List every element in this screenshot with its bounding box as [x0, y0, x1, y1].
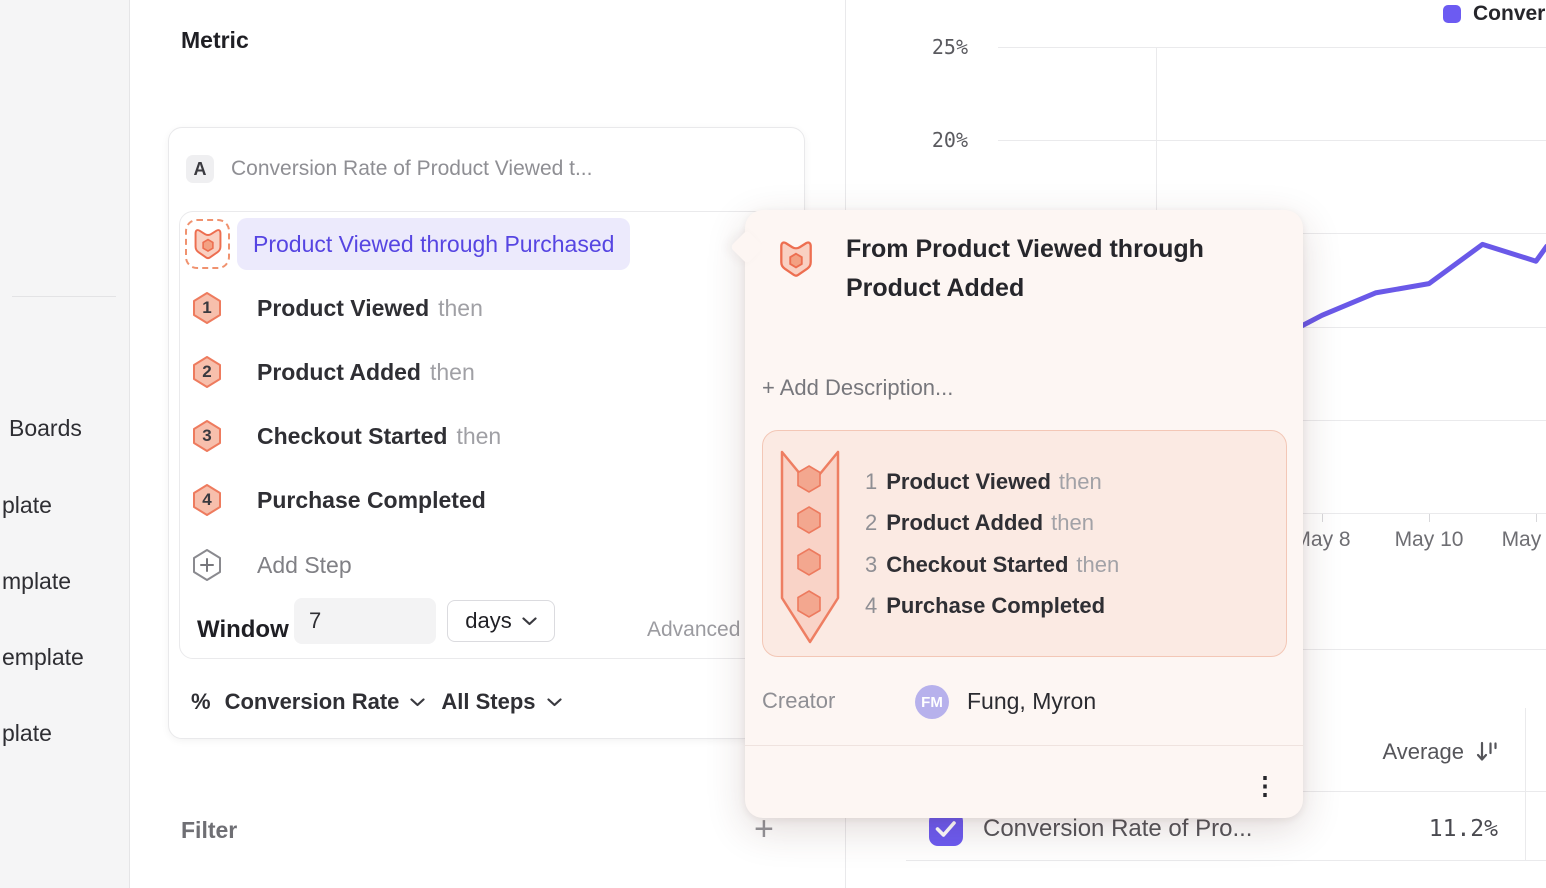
average-column-header[interactable]: Average — [1180, 737, 1498, 767]
checkmark-icon — [935, 821, 956, 837]
window-unit-select[interactable]: days — [447, 600, 555, 642]
step-1-hexagon-icon: 1 — [192, 291, 222, 325]
percent-symbol: % — [191, 689, 211, 714]
sort-descending-icon — [1476, 741, 1497, 761]
add-step-button[interactable]: Add Step — [192, 548, 352, 582]
x-axis-label: May 8 — [1293, 528, 1351, 551]
metric-card-title[interactable]: Conversion Rate of Product Viewed t... — [231, 157, 593, 180]
sidebar-item-template-4[interactable]: plate — [2, 720, 52, 746]
advanced-link[interactable]: Advanced — [647, 618, 741, 641]
funnel-step-row-4[interactable]: 4 Purchase Completed — [192, 483, 495, 517]
more-options-icon[interactable]: ⋮ — [1252, 772, 1278, 800]
creator-name: Fung, Myron — [967, 688, 1097, 714]
sidebar-item-template-2[interactable]: mplate — [2, 568, 72, 594]
creator-label: Creator — [762, 688, 836, 713]
legend-swatch — [1443, 5, 1461, 23]
chevron-down-icon[interactable] — [546, 697, 562, 707]
popover-step-4: 4 Purchase Completed — [865, 593, 1106, 618]
funnel-icon — [194, 229, 221, 260]
measure-row: % Conversion Rate All Steps — [191, 688, 562, 716]
chevron-down-icon[interactable] — [410, 697, 425, 707]
add-description-button[interactable]: + Add Description... — [762, 375, 954, 400]
x-axis-tick — [1322, 514, 1323, 522]
funnel-step-row-2[interactable]: 2 Product Added then — [192, 355, 475, 389]
metric-badge: A — [186, 155, 214, 183]
legend-label: Conver — [1473, 2, 1546, 25]
step-2-hexagon-icon: 2 — [192, 355, 222, 389]
funnel-type-icon-selected[interactable] — [185, 219, 230, 269]
window-label: Window — [197, 616, 289, 643]
popover-funnel-steps-box: 1 Product Viewed then 2 Product Added th… — [762, 430, 1287, 657]
series-average-value: 11.2% — [1428, 816, 1498, 842]
average-label: Average — [1382, 739, 1464, 764]
funnel-editor-card: Product Viewed through Purchased 1 Produ… — [179, 211, 796, 659]
measured-as-dropdown[interactable]: Conversion Rate — [224, 689, 400, 714]
y-gridline — [998, 46, 1546, 48]
funnel-banner-icon — [780, 450, 840, 644]
sidebar-item-template-3[interactable]: emplate — [2, 644, 84, 670]
add-step-hexagon-icon — [192, 548, 222, 582]
funnel-step-row-1[interactable]: 1 Product Viewed then — [192, 291, 483, 325]
y-axis-label: 25% — [931, 34, 968, 59]
add-filter-button[interactable]: + — [754, 810, 774, 848]
x-axis-label: May 10 — [1394, 528, 1464, 551]
selected-funnel-name[interactable]: Product Viewed through Purchased — [237, 218, 631, 270]
y-axis-label: 20% — [931, 128, 968, 152]
x-axis-label: May 12 — [1501, 528, 1546, 551]
popover-step-1: 1 Product Viewed then — [865, 469, 1102, 494]
popover-title: From Product Viewed through Product Adde… — [846, 235, 1204, 302]
window-value-input[interactable]: 7 — [294, 598, 436, 644]
chart-legend[interactable]: Conver — [1443, 2, 1545, 26]
x-axis-tick — [1536, 514, 1537, 522]
creator-avatar: FM — [915, 685, 949, 719]
table-row-divider — [906, 860, 1546, 861]
funnel-details-popover: From Product Viewed through Product Adde… — [730, 210, 1303, 818]
steps-scope-dropdown[interactable]: All Steps — [441, 689, 536, 714]
x-axis-tick — [1429, 514, 1430, 522]
sidebar-item-boards[interactable]: Boards — [9, 415, 82, 441]
popover-footer-divider — [745, 745, 1303, 746]
sidebar: Boards plate mplate emplate plate — [0, 0, 130, 888]
sidebar-divider — [12, 296, 116, 297]
metric-section-heading: Metric — [181, 27, 249, 53]
sidebar-item-template-1[interactable]: plate — [2, 492, 52, 518]
series-row-label[interactable]: Conversion Rate of Pro... — [983, 815, 1253, 842]
popover-step-2: 2 Product Added then — [865, 510, 1094, 535]
step-3-hexagon-icon: 3 — [192, 419, 222, 453]
chevron-down-icon — [522, 616, 537, 625]
funnel-step-row-3[interactable]: 3 Checkout Started then — [192, 419, 501, 453]
step-4-hexagon-icon: 4 — [192, 483, 222, 517]
table-column-divider — [1525, 708, 1526, 860]
popover-step-3: 3 Checkout Started then — [865, 552, 1120, 577]
y-gridline — [998, 140, 1546, 141]
filter-section-heading: Filter — [181, 817, 238, 843]
funnel-icon-large — [777, 238, 815, 285]
metric-card: A Conversion Rate of Product Viewed t...… — [168, 127, 805, 739]
